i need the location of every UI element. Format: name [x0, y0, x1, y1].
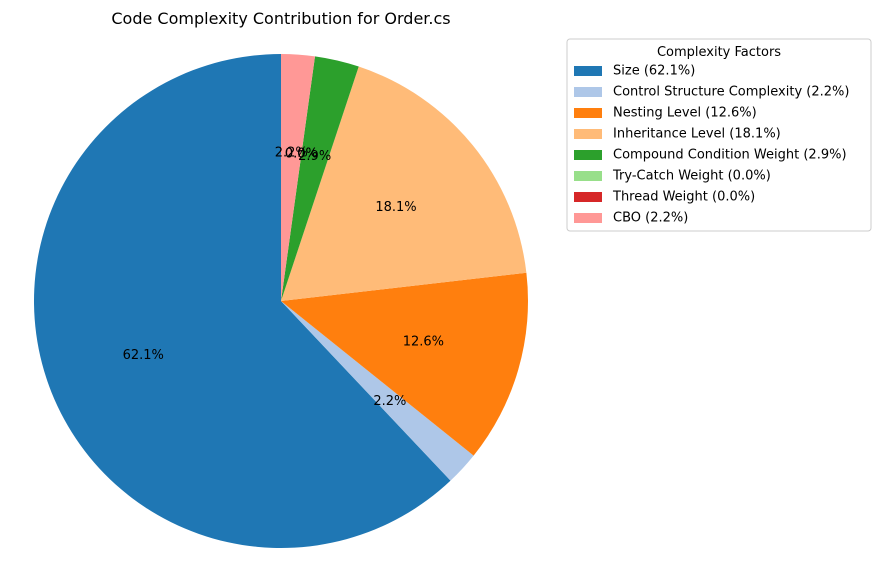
pie-slice-0 [33, 54, 451, 548]
legend-swatch-7 [574, 213, 602, 223]
pie-pct-label-6: 0.0% [285, 147, 318, 162]
legend-label-4: Compound Condition Weight (2.9%) [613, 148, 847, 163]
legend-frame [566, 38, 872, 232]
pie-pct-label-7: 2.2% [275, 146, 308, 161]
pie-pct-label-0: 62.1% [123, 348, 164, 363]
legend-label-1: Control Structure Complexity (2.2%) [613, 85, 849, 100]
pie-slice-7 [281, 54, 316, 301]
pie-pct-label-4: 2.9% [298, 149, 331, 164]
legend-swatch-5 [574, 171, 602, 181]
legend-swatch-2 [574, 108, 602, 118]
pie-slices [33, 54, 529, 548]
legend-swatch-4 [574, 150, 602, 160]
legend-label-5: Try-Catch Weight (0.0%) [612, 169, 771, 184]
pie-pct-label-1: 2.2% [373, 394, 406, 409]
pie-pct-label-3: 18.1% [375, 200, 416, 215]
legend-label-2: Nesting Level (12.6%) [613, 106, 757, 121]
pie-slice-1 [281, 301, 474, 481]
pie-slice-4 [281, 56, 359, 301]
legend-swatch-6 [574, 192, 602, 202]
legend-swatch-0 [574, 66, 602, 76]
pie-percentage-labels: 62.1%2.2%12.6%18.1%2.9%0.0%0.0%2.2% [123, 146, 444, 409]
legend-label-3: Inheritance Level (18.1%) [613, 127, 781, 142]
legend-label-6: Thread Weight (0.0%) [612, 190, 755, 205]
pie-slice-2 [281, 272, 529, 456]
legend-swatch-1 [574, 87, 602, 97]
legend-swatch-3 [574, 129, 602, 139]
legend-items: Size (62.1%) Control Structure Complexity… [574, 64, 849, 226]
legend-title: Complexity Factors [657, 45, 781, 60]
legend-label-0: Size (62.1%) [613, 64, 695, 79]
legend-label-7: CBO (2.2%) [613, 211, 688, 226]
pie-pct-label-2: 12.6% [403, 335, 444, 350]
pie-pct-label-5: 0.0% [285, 147, 318, 162]
chart-title: Code Complexity Contribution for Order.c… [111, 9, 450, 28]
pie-slice-3 [281, 66, 527, 301]
legend: Complexity Factors Size (62.1%) Control S… [566, 38, 872, 232]
